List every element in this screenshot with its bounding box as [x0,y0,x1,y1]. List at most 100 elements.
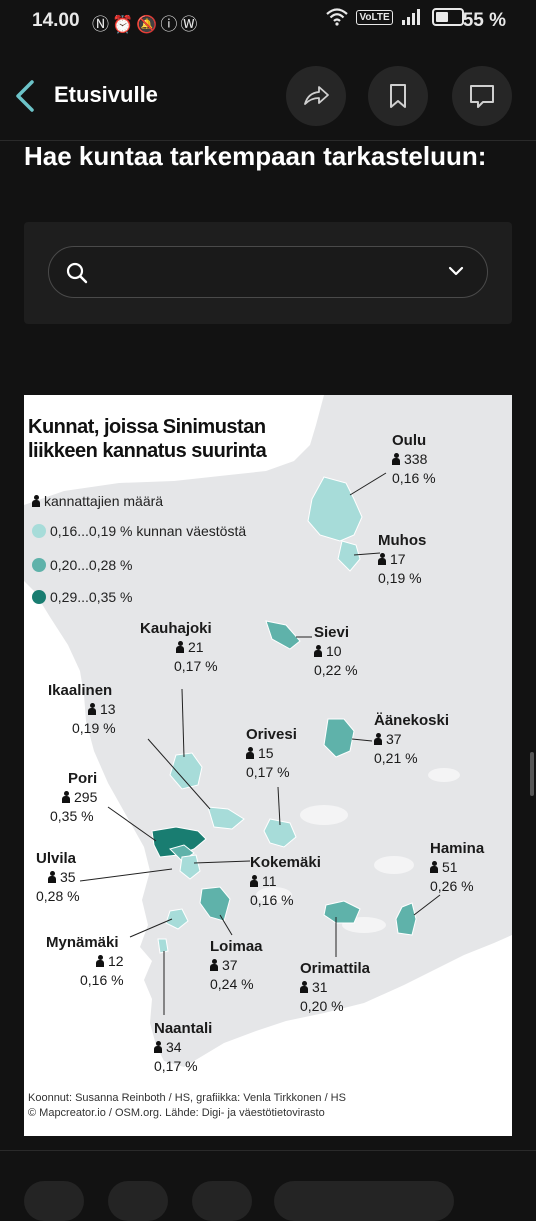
municipality-name: Kokemäki [250,854,321,871]
label-hamina: Hamina 51 0,26 % [430,839,484,896]
person-icon [378,553,386,565]
supporter-count: 37 [222,957,238,973]
municipality-name: Ulvila [36,850,77,867]
search-heading: Hae kuntaa tarkempaan tarkasteluun: [24,141,487,171]
status-bar: 14.00 Ⓝ⏰🔕ⓘⓌ VoLTE 55 % [0,0,536,42]
legend-bin-3: 0,29...0,35 % [32,589,133,605]
app-icon: Ⓦ [180,15,201,34]
person-icon [88,703,96,715]
bottom-button-4[interactable] [274,1181,454,1221]
map-title: Kunnat, joissa Sinimustan liikkeen kanna… [28,416,267,462]
legend-swatch [32,558,46,572]
search-input[interactable] [101,257,435,287]
wifi-icon [326,8,356,26]
bottom-button-1[interactable] [24,1181,84,1221]
legend-swatch [32,590,46,604]
municipality-name: Orimattila [300,960,371,977]
person-icon [176,641,184,653]
credits-line: © Mapcreator.io / OSM.org. Lähde: Digi- … [28,1107,325,1119]
supporter-percent: 0,28 % [36,888,80,904]
bottom-button-3[interactable] [192,1181,252,1221]
supporter-percent: 0,17 % [246,764,290,780]
label-ulvila: Ulvila 35 0,28 % [36,849,80,906]
supporter-percent: 0,21 % [374,750,418,766]
supporter-percent: 0,35 % [50,808,94,824]
signal-icon [393,8,432,25]
supporter-percent: 0,26 % [430,878,474,894]
municipality-search-panel [24,222,512,324]
legend-bin-label: 0,16...0,19 % kunnan väestöstä [50,523,247,539]
legend-bin-label: 0,29...0,35 % [50,589,133,605]
municipality-name: Loimaa [210,938,263,955]
municipality-name: Hamina [430,840,485,857]
supporter-count: 13 [100,701,116,717]
municipality-name: Pori [68,770,98,787]
label-kauhajoki: Kauhajoki 21 0,17 % [140,619,218,676]
supporter-count: 17 [390,551,406,567]
map-muhos [337,540,361,572]
bottom-toolbar [0,1150,536,1221]
legend-swatch [32,524,46,538]
bookmark-button[interactable] [368,66,428,126]
bottom-button-2[interactable] [108,1181,168,1221]
map-aanekoski [323,718,355,758]
scrollbar-thumb[interactable] [530,752,534,796]
person-icon [250,875,258,887]
leader-lines [79,472,441,1015]
municipality-name: Orivesi [246,726,297,743]
chevron-down-icon[interactable] [447,264,465,278]
person-icon [48,871,56,883]
supporter-percent: 0,19 % [72,720,116,736]
back-arrow-icon[interactable] [12,78,42,114]
supporter-count: 51 [442,859,458,875]
supporter-percent: 0,16 % [250,892,294,908]
status-time: 14.00 [32,10,80,31]
supporter-percent: 0,24 % [210,976,254,992]
battery-level: 55 % [462,10,506,31]
comment-icon [470,85,494,108]
person-icon [392,453,400,465]
legend-bin-2: 0,20...0,28 % [32,557,133,573]
map-kauhajoki [169,752,203,790]
label-ikaalinen: Ikaalinen 13 0,19 % [48,681,116,738]
person-icon [96,955,104,967]
municipality-name: Oulu [392,432,427,449]
map-naantali [157,938,169,954]
person-icon [374,733,382,745]
supporter-percent: 0,20 % [300,998,344,1014]
map-ikaalinen [207,806,245,830]
label-pori: Pori 295 0,35 % [50,769,97,826]
info-icon: ⓘ [160,15,181,34]
supporter-percent: 0,17 % [154,1058,198,1074]
supporter-percent: 0,16 % [392,470,436,486]
municipality-name: Muhos [378,532,427,549]
mute-icon: 🔕 [136,15,161,34]
battery-icon [431,8,464,26]
supporter-count: 31 [312,979,328,995]
share-button[interactable] [286,66,346,126]
volte-icon: VoLTE [356,9,393,25]
person-icon [300,981,308,993]
back-link[interactable]: Etusivulle [54,82,158,107]
finland-map [24,395,512,1067]
comments-button[interactable] [452,66,512,126]
supporter-count: 11 [262,873,277,889]
label-naantali: Naantali 34 0,17 % [154,1019,212,1076]
municipality-name: Äänekoski [374,712,450,729]
supporter-count: 15 [258,745,274,761]
person-icon [210,959,218,971]
supporter-count: 10 [326,643,342,659]
municipality-name: Mynämäki [46,934,119,951]
legend-count-label: kannattajien määrä [44,493,164,509]
supporter-count: 338 [404,451,428,467]
label-loimaa: Loimaa 37 0,24 % [210,937,263,994]
supporter-count: 21 [188,639,204,655]
municipality-name: Sievi [314,624,350,641]
label-muhos: Muhos 17 0,19 % [378,531,426,588]
supporter-count: 35 [60,869,76,885]
supporter-count: 34 [166,1039,182,1055]
label-sievi: Sievi 10 0,22 % [314,623,358,680]
share-icon [304,86,329,105]
supporter-percent: 0,19 % [378,570,422,586]
municipality-search-dropdown[interactable] [48,246,488,298]
